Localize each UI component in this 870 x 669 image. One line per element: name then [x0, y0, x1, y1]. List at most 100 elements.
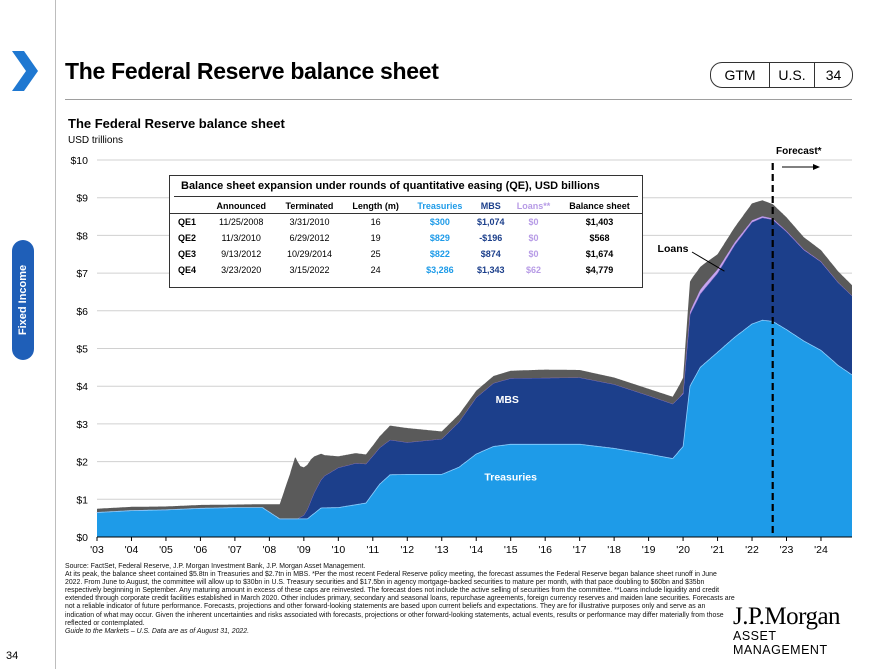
qe-cell: QE4: [178, 265, 197, 275]
qe-header-1: Announced: [206, 199, 276, 214]
x-tick-label: '04: [125, 544, 139, 556]
x-tick-label: '23: [780, 544, 794, 556]
qe-cell: $829: [429, 233, 450, 243]
y-tick-label: $2: [76, 457, 88, 469]
qe-cell: $3,286: [426, 265, 454, 275]
axes: $0 $1 $2 $3 $4 $5 $6 $7 $8 $9 $10 '03 '04 '05 '06 '07 '0…: [70, 155, 852, 556]
qe-cell: $0: [528, 249, 539, 259]
gtm-badge: GTM U.S. 34: [710, 62, 853, 88]
qe-table: Balance sheet expansion under rounds of …: [169, 175, 643, 288]
x-tick-label: '10: [331, 544, 345, 556]
x-tick-label: '06: [194, 544, 208, 556]
x-tick-label: '13: [435, 544, 449, 556]
qe-row: QE2 11/3/2010 6/29/2012 19 $829 -$196 $0 $568: [170, 230, 642, 246]
x-tick-label: '03: [90, 544, 104, 556]
qe-cell: 10/29/2014: [286, 249, 332, 259]
y-tick-label: $1: [76, 494, 88, 506]
qe-table-body: QE1 11/25/2008 3/31/2010 16 $300 $1,074 $0 $1,4…: [170, 214, 642, 279]
forecast-label: Forecast*: [776, 146, 822, 157]
chart-title: The Federal Reserve balance sheet: [68, 116, 285, 131]
footnote-guide: Guide to the Markets – U.S. Data are as …: [65, 627, 249, 635]
chevron-right-icon: [12, 51, 38, 91]
qe-header-2: Terminated: [275, 199, 344, 214]
x-tick-label: '18: [607, 544, 621, 556]
qe-cell: 16: [370, 217, 381, 227]
qe-cell: QE1: [178, 217, 197, 227]
x-tick-label: '05: [159, 544, 173, 556]
qe-header-4: Treasuries: [408, 199, 472, 214]
y-tick-label: $8: [76, 230, 88, 242]
annotations: MBS Treasuries Loans: [484, 163, 820, 537]
area-mbs: [97, 217, 852, 519]
x-tick-label: '12: [400, 544, 414, 556]
jpmorgan-logo: J.P.Morgan ASSET MANAGEMENT: [733, 603, 853, 657]
qe-table-header-row: Announced Terminated Length (m) Treasuries M…: [170, 199, 642, 214]
qe-cell: 9/13/2012: [221, 249, 262, 259]
qe-header-6: Loans**: [510, 199, 558, 214]
loans-label: Loans: [658, 243, 689, 255]
footnote-body: At its peak, the balance sheet contained…: [65, 571, 735, 627]
qe-cell: $1,403: [585, 217, 614, 227]
y-tick-label: $7: [76, 268, 88, 280]
qe-table-grid: Announced Terminated Length (m) Treasuries M…: [170, 199, 642, 278]
y-axis-unit-label: USD trillions: [68, 135, 124, 146]
x-tick-label: '14: [469, 544, 483, 556]
qe-cell: QE2: [178, 233, 197, 243]
qe-row: QE3 9/13/2012 10/29/2014 25 $822 $874 $0 $1,674: [170, 246, 642, 262]
qe-header-0: [170, 199, 207, 214]
qe-cell: 19: [370, 233, 381, 243]
qe-cell: -$196: [479, 233, 503, 243]
page-number: 34: [6, 650, 19, 662]
qe-cell: $1,074: [476, 217, 505, 227]
qe-cell: $822: [429, 249, 450, 259]
footnote: Source: FactSet, Federal Reserve, J.P. M…: [65, 563, 735, 636]
x-tick-label: '20: [676, 544, 690, 556]
x-tick-label: '11: [366, 544, 379, 556]
qe-header-7: Balance sheet: [557, 199, 642, 214]
y-tick-label: $0: [76, 532, 88, 544]
badge-page: 34: [825, 67, 842, 83]
qe-cell: 11/3/2010: [221, 233, 261, 243]
x-tick-label: '19: [642, 544, 656, 556]
mbs-label: MBS: [496, 394, 519, 406]
stacked-areas: [96, 200, 853, 537]
qe-cell: 24: [370, 265, 381, 275]
qe-row: QE4 3/23/2020 3/15/2022 24 $3,286 $1,343 $62 $4…: [170, 262, 642, 278]
qe-row: QE1 11/25/2008 3/31/2010 16 $300 $1,074 $0 $1,4…: [170, 214, 642, 231]
qe-cell: 6/29/2012: [289, 233, 330, 243]
loans-pointer: [691, 251, 725, 272]
x-tick-label: '16: [538, 544, 552, 556]
badge-gtm: GTM: [711, 63, 770, 87]
x-tick-label: '22: [745, 544, 759, 556]
qe-cell: $568: [589, 233, 610, 243]
y-tick-label: $3: [76, 419, 88, 431]
qe-header-3: Length (m): [343, 199, 409, 214]
side-section-label: Fixed Income: [12, 240, 34, 360]
qe-cell: 3/15/2022: [289, 265, 330, 275]
x-tick-label: '17: [573, 544, 587, 556]
treasuries-edge: [97, 319, 853, 520]
footnote-source: Source: FactSet, Federal Reserve, J.P. M…: [65, 563, 366, 570]
left-rule: [55, 0, 56, 669]
logo-wordmark: J.P.Morgan: [733, 603, 841, 630]
qe-cell: $1,674: [585, 249, 614, 259]
forecast-arrowhead: [813, 164, 820, 170]
qe-cell: $62: [526, 265, 542, 275]
qe-cell: 3/31/2010: [289, 217, 330, 227]
title-divider: [65, 99, 852, 100]
x-tick-label: '21: [711, 544, 725, 556]
x-tick-label: '09: [297, 544, 311, 556]
qe-cell: QE3: [178, 249, 197, 259]
qe-cell: $0: [528, 233, 539, 243]
x-tick-label: '15: [504, 544, 518, 556]
qe-header-5: MBS: [471, 199, 511, 214]
page-title: The Federal Reserve balance sheet: [65, 58, 439, 84]
qe-cell: 11/25/2008: [219, 217, 264, 227]
y-tick-label: $4: [76, 381, 88, 393]
x-tick-label: '08: [263, 544, 277, 556]
y-tick-label: $5: [76, 344, 88, 356]
badge-region: U.S.: [770, 63, 815, 87]
y-tick-label: $9: [76, 193, 88, 205]
logo-subtitle: ASSET MANAGEMENT: [733, 629, 828, 657]
qe-cell: $0: [528, 217, 539, 227]
